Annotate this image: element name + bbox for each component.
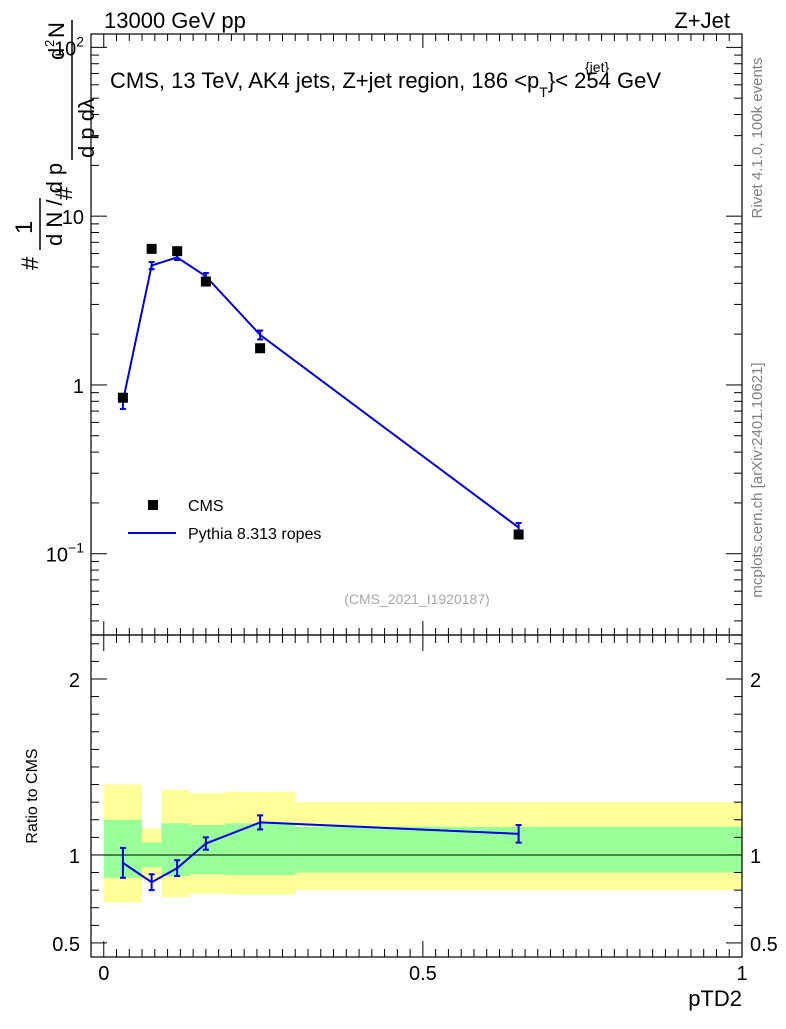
main-y-tick-label-exp: −1 bbox=[68, 540, 84, 556]
main-y-tick-label-base: 1 bbox=[73, 376, 84, 398]
ylabel-d2N-sup: 2 bbox=[42, 40, 57, 47]
main-y-tick-label-exp: 2 bbox=[76, 33, 84, 49]
mc-line bbox=[121, 256, 520, 529]
cms-data-point bbox=[513, 529, 524, 540]
analysis-watermark: (CMS_2021_I1920187) bbox=[344, 591, 490, 607]
ylabel-one: 1 bbox=[11, 221, 38, 234]
ratio-y-tick-label: 2 bbox=[69, 670, 80, 692]
ratio-y-tick-label: 0.5 bbox=[52, 934, 80, 956]
cms-data-point bbox=[255, 343, 266, 354]
ratio-axis-ticks: 0 0.5 10.5 0.51 12 2 bbox=[52, 635, 778, 985]
legend: CMS Pythia 8.313 ropes bbox=[128, 498, 321, 543]
ratio-x-tick-label: 1 bbox=[736, 963, 747, 985]
cms-data-point bbox=[146, 243, 157, 254]
ratio-y-tick-label: 1 bbox=[69, 846, 80, 868]
main-y-tick-label-base: 10 bbox=[54, 38, 76, 60]
main-y-tick-label: 1 bbox=[73, 376, 84, 398]
ratio-panel: 0 0.5 10.5 0.51 12 2 Ratio to CMS pTD2 bbox=[24, 634, 778, 1011]
ratio-uncertainty-bands bbox=[91, 784, 742, 903]
main-y-tick-label-base: 10 bbox=[62, 207, 84, 229]
header-right: Z+Jet bbox=[674, 8, 730, 33]
main-title-post: }< 254 GeV bbox=[548, 68, 661, 93]
legend-cms-label: CMS bbox=[188, 498, 224, 515]
legend-pythia-label: Pythia 8.313 ropes bbox=[188, 526, 321, 543]
main-title-sub: T bbox=[539, 84, 548, 100]
header-left: 13000 GeV pp bbox=[104, 8, 246, 33]
xaxis-label: pTD2 bbox=[688, 986, 742, 1011]
main-ylabel-2: # d 2 N d p dλ bbox=[42, 20, 99, 200]
main-title: CMS, 13 TeV, AK4 jets, Z+jet region, 186… bbox=[110, 68, 661, 100]
main-y-tick-label: 10−1 bbox=[46, 540, 84, 567]
ratio-y-tick-label-right: 2 bbox=[750, 670, 761, 692]
legend-cms-marker bbox=[148, 500, 158, 510]
mcplots-url-label: mcplots.cern.ch [arXiv:2401.10621] bbox=[749, 362, 766, 597]
main-title-sup: {jet} bbox=[585, 59, 609, 75]
ylabel-d2N-N: N bbox=[44, 22, 69, 38]
ylabel-dpTdl: d p dλ bbox=[74, 98, 99, 158]
ratio-frame bbox=[90, 634, 743, 958]
cms-data-point bbox=[117, 392, 128, 403]
ylabel-dN: d N / d p bbox=[42, 163, 67, 246]
ratio-x-tick-label: 0.5 bbox=[409, 963, 437, 985]
ylabel-hash-2: # bbox=[51, 186, 78, 200]
main-y-tick-label-base: 10 bbox=[46, 545, 68, 567]
main-y-tick-label: 102 bbox=[54, 33, 84, 60]
ylabel-hash-1: # bbox=[17, 256, 44, 270]
cms-data-point bbox=[172, 246, 183, 257]
main-ylabel: # 1 d N / d p bbox=[11, 163, 67, 270]
main-y-tick-label: 10 bbox=[62, 207, 84, 229]
ratio-y-tick-label-right: 1 bbox=[750, 846, 761, 868]
cms-data-point bbox=[200, 276, 211, 287]
ylabel-d2N: d bbox=[44, 48, 69, 60]
main-frame bbox=[90, 33, 743, 636]
ratio-y-tick-label-right: 0.5 bbox=[750, 934, 778, 956]
ratio-band-inner bbox=[161, 823, 190, 877]
main-title-pre: CMS, 13 TeV, AK4 jets, Z+jet region, 186… bbox=[110, 68, 539, 93]
ratio-mc-line bbox=[122, 821, 519, 884]
ratio-ylabel: Ratio to CMS bbox=[24, 748, 41, 843]
rivet-version-label: Rivet 4.1.0, 100k events bbox=[749, 58, 766, 219]
ratio-x-tick-label: 0 bbox=[98, 963, 109, 985]
